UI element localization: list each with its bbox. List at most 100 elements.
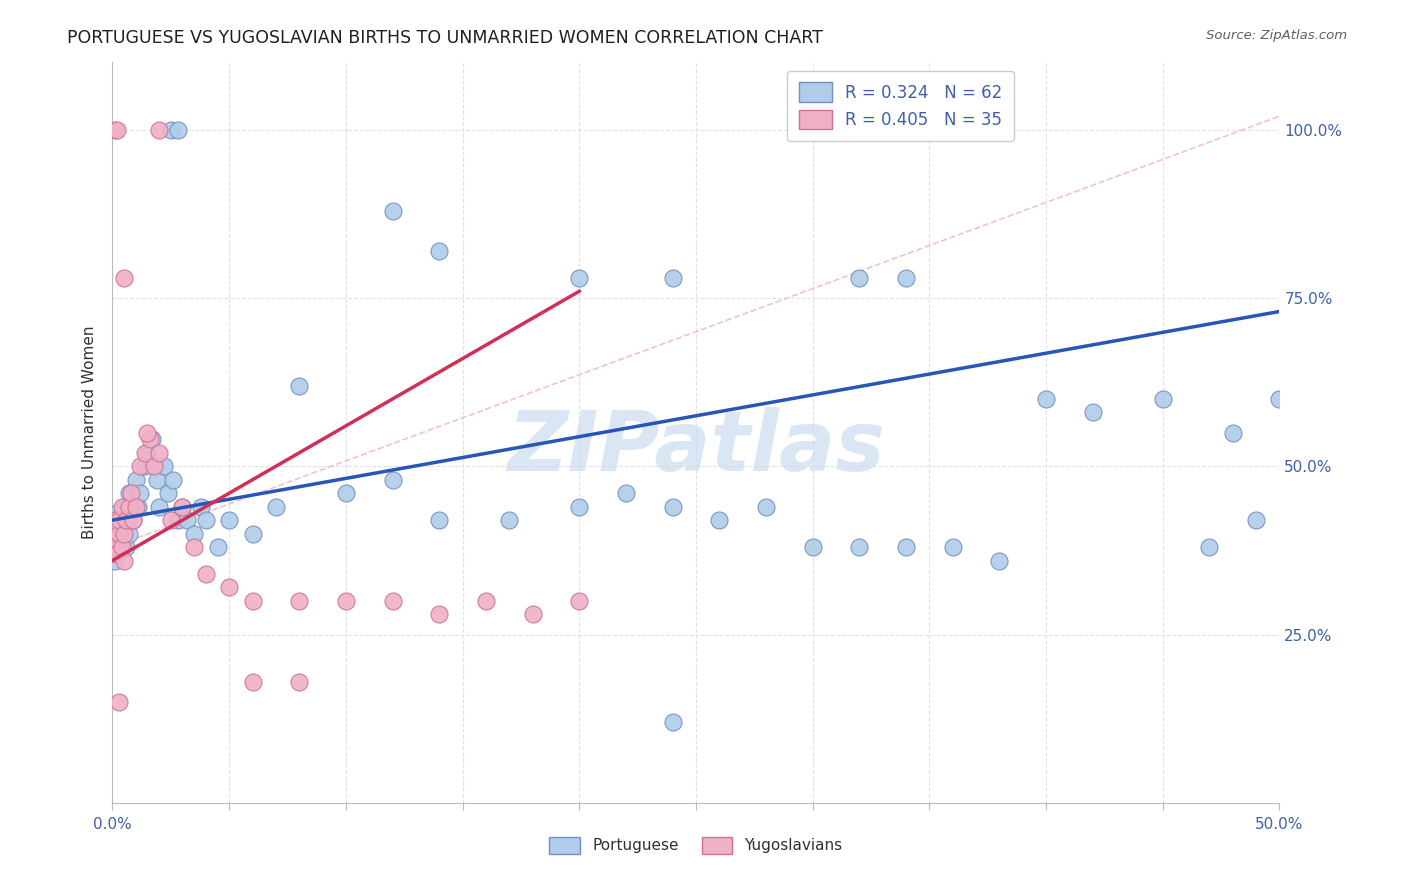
Point [105, 533, 128, 548]
Point [112, 500, 135, 514]
Point [498, 513, 520, 527]
Point [112, 526, 135, 541]
Point [115, 513, 138, 527]
Point [709, 513, 731, 527]
Point [568, 500, 591, 514]
Point [427, 244, 450, 258]
Point [172, 500, 194, 514]
Point [105, 520, 128, 534]
Point [111, 533, 134, 548]
Point [108, 695, 131, 709]
Point [218, 513, 240, 527]
Point [988, 553, 1011, 567]
Point [157, 486, 180, 500]
Text: Source: ZipAtlas.com: Source: ZipAtlas.com [1206, 29, 1347, 43]
Point [1035, 392, 1057, 406]
Point [108, 526, 131, 541]
Point [115, 540, 138, 554]
Point [335, 486, 357, 500]
Point [104, 526, 127, 541]
Point [162, 473, 184, 487]
Point [475, 594, 498, 608]
Point [111, 520, 134, 534]
Point [125, 500, 148, 514]
Point [112, 526, 135, 541]
Point [1081, 405, 1104, 419]
Point [755, 500, 778, 514]
Point [568, 270, 591, 285]
Point [801, 540, 824, 554]
Point [1244, 513, 1267, 527]
Point [146, 473, 169, 487]
Point [661, 500, 683, 514]
Point [122, 513, 145, 527]
Point [141, 433, 163, 447]
Point [614, 486, 637, 500]
Point [848, 540, 870, 554]
Point [118, 486, 141, 500]
Point [134, 459, 156, 474]
Point [105, 533, 128, 548]
Point [129, 459, 152, 474]
Point [166, 122, 188, 136]
Point [427, 513, 450, 527]
Point [1268, 392, 1291, 406]
Point [111, 500, 134, 514]
Point [288, 674, 311, 689]
Point [148, 446, 170, 460]
Point [104, 513, 127, 527]
Point [120, 486, 142, 500]
Point [568, 594, 591, 608]
Point [104, 526, 127, 541]
Point [108, 540, 131, 554]
Point [104, 513, 127, 527]
Point [104, 540, 127, 554]
Point [118, 526, 141, 541]
Point [104, 553, 127, 567]
Y-axis label: Births to Unmarried Women: Births to Unmarried Women [82, 326, 97, 540]
Point [115, 513, 138, 527]
Point [148, 500, 170, 514]
Point [105, 547, 128, 561]
Point [381, 473, 404, 487]
Point [427, 607, 450, 622]
Point [176, 513, 198, 527]
Point [112, 270, 135, 285]
Point [1152, 392, 1174, 406]
Point [111, 540, 134, 554]
Point [108, 526, 131, 541]
Point [207, 540, 229, 554]
Point [848, 270, 870, 285]
Point [153, 459, 176, 474]
Point [160, 513, 183, 527]
Point [183, 540, 205, 554]
Point [125, 473, 148, 487]
Point [134, 446, 156, 460]
Point [661, 270, 683, 285]
Point [288, 378, 311, 392]
Point [108, 513, 131, 527]
Point [194, 513, 217, 527]
Point [242, 594, 264, 608]
Point [104, 540, 127, 554]
Point [381, 203, 404, 218]
Point [160, 122, 183, 136]
Point [1222, 425, 1244, 440]
Point [218, 581, 240, 595]
Point [105, 507, 128, 521]
Point [136, 446, 159, 460]
Point [105, 122, 128, 136]
Point [129, 486, 152, 500]
Point [661, 714, 683, 729]
Point [894, 540, 917, 554]
Point [122, 513, 145, 527]
Point [148, 122, 170, 136]
Point [166, 513, 188, 527]
Point [264, 500, 287, 514]
Point [127, 500, 149, 514]
Point [522, 607, 544, 622]
Point [894, 270, 917, 285]
Point [105, 520, 128, 534]
Point [112, 553, 135, 567]
Point [118, 500, 141, 514]
